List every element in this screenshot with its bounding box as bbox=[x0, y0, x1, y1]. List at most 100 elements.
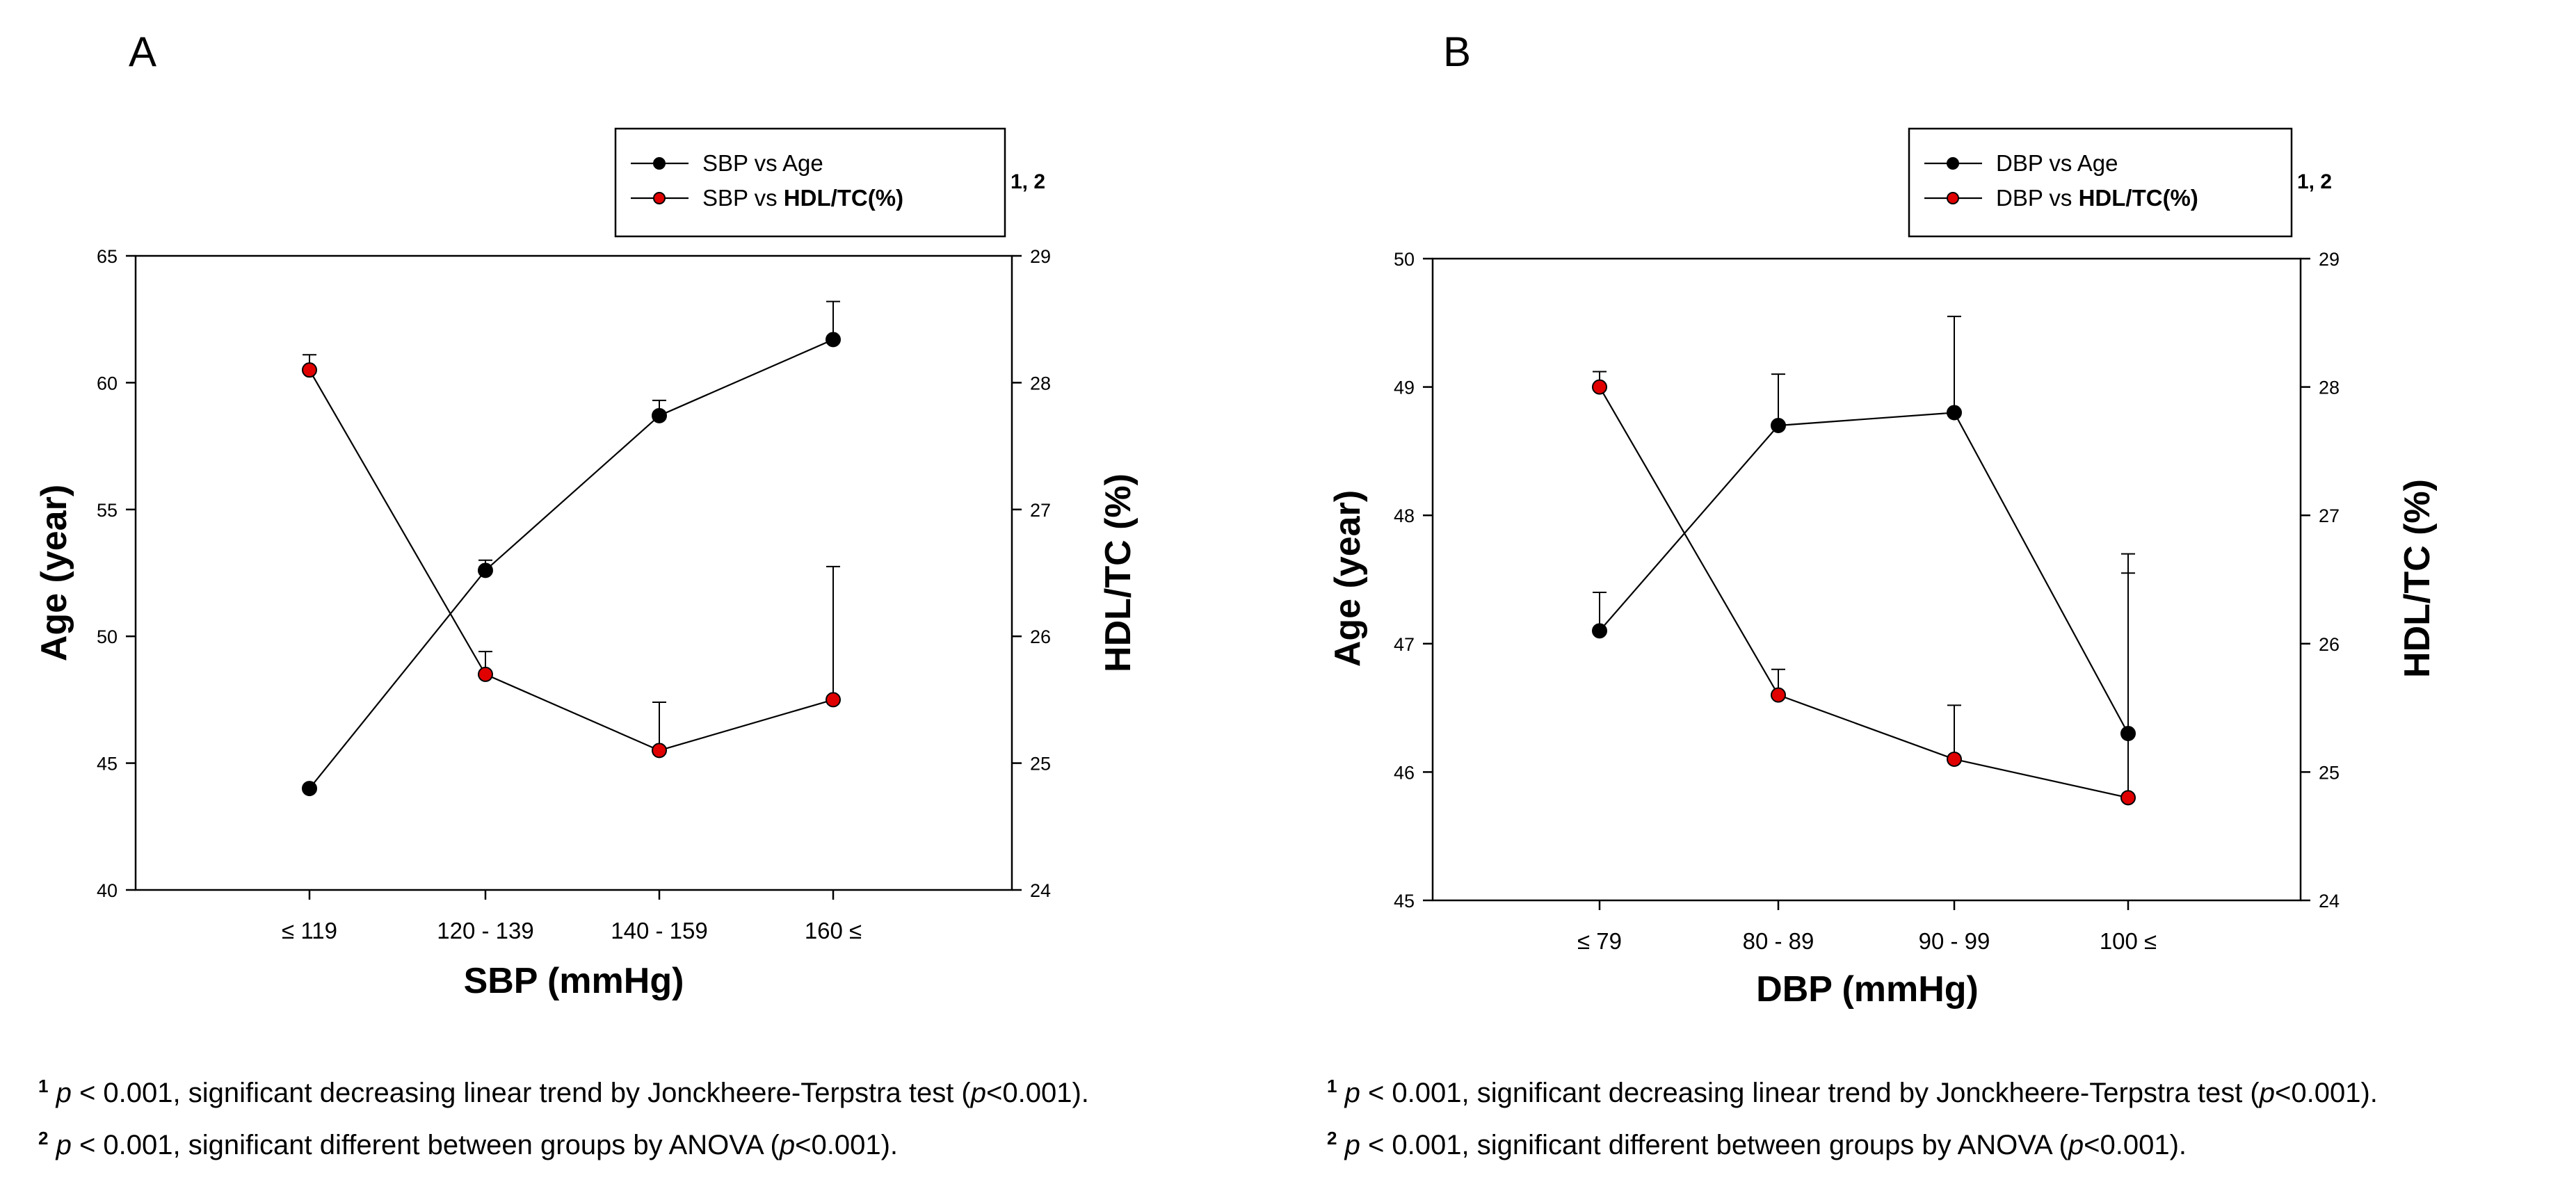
y-left-tick-label: 49 bbox=[1394, 378, 1415, 398]
footnote-text: < 0.001, significant decreasing linear t… bbox=[1360, 1078, 2260, 1108]
footnote-1: 1 p < 0.001, significant decreasing line… bbox=[38, 1076, 1089, 1108]
series-age bbox=[302, 300, 841, 797]
footnote-mark: 1 bbox=[38, 1076, 48, 1096]
series-hdl-tc bbox=[302, 354, 841, 759]
legend-label-bold: HDL/TC(%) bbox=[784, 185, 903, 211]
x-category-label: 90 - 99 bbox=[1919, 928, 1990, 954]
data-point bbox=[826, 332, 841, 348]
legend-label-hdl-tc: DBP vs HDL/TC(%) bbox=[1996, 185, 2198, 211]
footnote-p: p bbox=[1344, 1130, 1360, 1160]
footnote-text: < 0.001, significant different between g… bbox=[1360, 1130, 2069, 1160]
footnote-p2: p bbox=[2068, 1130, 2084, 1160]
footnote-p2: p bbox=[970, 1078, 986, 1108]
x-axis-title: DBP (mmHg) bbox=[1756, 969, 1979, 1010]
y-left-tick-label: 50 bbox=[97, 626, 118, 647]
x-category-label: 100 ≤ bbox=[2100, 928, 2157, 954]
footnote-text: < 0.001, significant different between g… bbox=[72, 1130, 780, 1160]
data-point bbox=[826, 692, 841, 708]
footnote-end: <0.001). bbox=[795, 1130, 898, 1160]
y-right-tick-label: 28 bbox=[1030, 373, 1051, 394]
y-right-tick-label: 25 bbox=[1030, 754, 1051, 775]
data-point bbox=[478, 562, 493, 578]
y-right-tick-label: 26 bbox=[2319, 634, 2340, 655]
y-right-tick-label: 27 bbox=[2319, 505, 2340, 526]
y-right-axis-title: HDL/TC (%) bbox=[1098, 473, 1138, 672]
y-left-tick-label: 48 bbox=[1394, 505, 1415, 526]
legend-superscript: 1, 2 bbox=[1011, 170, 1045, 193]
x-axis-title: SBP (mmHg) bbox=[464, 961, 684, 1001]
y-left-tick-label: 60 bbox=[97, 373, 118, 394]
legend-superscript: 1, 2 bbox=[2297, 170, 2332, 193]
y-left-tick-label: 47 bbox=[1394, 634, 1415, 655]
y-right-tick-label: 29 bbox=[2319, 249, 2340, 270]
footnote-2: 2 p < 0.001, significant different betwe… bbox=[1327, 1128, 2187, 1160]
y-right-tick-label: 24 bbox=[1030, 880, 1051, 901]
y-right-tick-label: 25 bbox=[2319, 762, 2340, 783]
legend-marker-age bbox=[653, 157, 666, 170]
series-line bbox=[309, 369, 834, 752]
y-right-axis-title: HDL/TC (%) bbox=[2397, 479, 2438, 678]
footnote-mark: 1 bbox=[1327, 1076, 1337, 1096]
plot-frame bbox=[1431, 257, 2302, 902]
data-point bbox=[2120, 790, 2136, 806]
legend-box bbox=[614, 127, 1006, 238]
y-right-tick-label: 29 bbox=[1030, 246, 1051, 267]
footnote-end: <0.001). bbox=[986, 1078, 1089, 1108]
legend-label-age: DBP vs Age bbox=[1996, 150, 2118, 176]
legend-marker-hdl-tc bbox=[1947, 192, 1959, 204]
y-right-tick-label: 26 bbox=[1030, 626, 1051, 647]
footnote-text: < 0.001, significant decreasing linear t… bbox=[72, 1078, 972, 1108]
x-category-label: 120 - 139 bbox=[437, 918, 533, 943]
legend-marker-hdl-tc bbox=[653, 192, 666, 204]
y-left-axis-title: Age (year) bbox=[1328, 490, 1368, 667]
data-point bbox=[1592, 379, 1607, 395]
y-left-tick-label: 45 bbox=[97, 754, 118, 775]
data-point bbox=[1947, 405, 1962, 421]
y-left-tick-label: 46 bbox=[1394, 762, 1415, 783]
y-left-tick-label: 45 bbox=[1394, 891, 1415, 912]
footnote-p: p bbox=[1344, 1078, 1360, 1108]
series-line bbox=[1599, 387, 2129, 799]
footnote-2: 2 p < 0.001, significant different betwe… bbox=[38, 1128, 898, 1160]
legend-label-hdl-tc: SBP vs HDL/TC(%) bbox=[702, 185, 903, 211]
series-line bbox=[1599, 412, 2129, 734]
data-point bbox=[478, 666, 493, 682]
data-point bbox=[1947, 751, 1962, 767]
x-category-label: 140 - 159 bbox=[611, 918, 707, 943]
y-left-axis-title: Age (year) bbox=[34, 485, 74, 661]
footnote-end: <0.001). bbox=[2084, 1130, 2187, 1160]
panel-label: B bbox=[1443, 29, 1471, 75]
legend-label-bold: HDL/TC(%) bbox=[2079, 185, 2198, 211]
footnote-mark: 2 bbox=[1327, 1128, 1337, 1149]
legend-label-age: SBP vs Age bbox=[702, 150, 823, 176]
legend: SBP vs Age SBP vs HDL/TC(%) 1, 2 bbox=[614, 127, 1045, 238]
legend-box bbox=[1908, 127, 2293, 238]
x-category-label: 80 - 89 bbox=[1743, 928, 1814, 954]
data-point bbox=[1771, 417, 1786, 433]
footnote-mark: 2 bbox=[38, 1128, 48, 1149]
y-right-tick-label: 28 bbox=[2319, 378, 2340, 398]
legend-label-prefix: SBP vs bbox=[702, 185, 784, 211]
footnote-p: p bbox=[56, 1130, 72, 1160]
data-point bbox=[1592, 623, 1607, 639]
footnote-p: p bbox=[56, 1078, 72, 1108]
footnote-p2: p bbox=[779, 1130, 795, 1160]
data-point bbox=[652, 407, 667, 423]
y-right-tick-label: 27 bbox=[1030, 500, 1051, 521]
legend: DBP vs Age DBP vs HDL/TC(%) 1, 2 bbox=[1908, 127, 2332, 238]
x-category-label: 160 ≤ bbox=[805, 918, 862, 943]
footnote-p2: p bbox=[2259, 1078, 2275, 1108]
chart-panel-a: A 40 45 50 55 60 65 24 25 26 27 28 29 ≤ 119 120 - 139 1… bbox=[34, 29, 1138, 1160]
data-point bbox=[302, 781, 317, 797]
y-left-tick-label: 40 bbox=[97, 880, 118, 901]
y-left-tick-label: 55 bbox=[97, 500, 118, 521]
series-hdl-tc bbox=[1592, 371, 2136, 806]
y-left-tick-label: 50 bbox=[1394, 249, 1415, 270]
y-left-tick-label: 65 bbox=[97, 246, 118, 267]
footnote-end: <0.001). bbox=[2275, 1078, 2378, 1108]
plot-frame bbox=[134, 254, 1013, 891]
x-category-label: ≤ 119 bbox=[282, 918, 337, 943]
data-point bbox=[1771, 687, 1786, 703]
series-age bbox=[1592, 316, 2136, 742]
